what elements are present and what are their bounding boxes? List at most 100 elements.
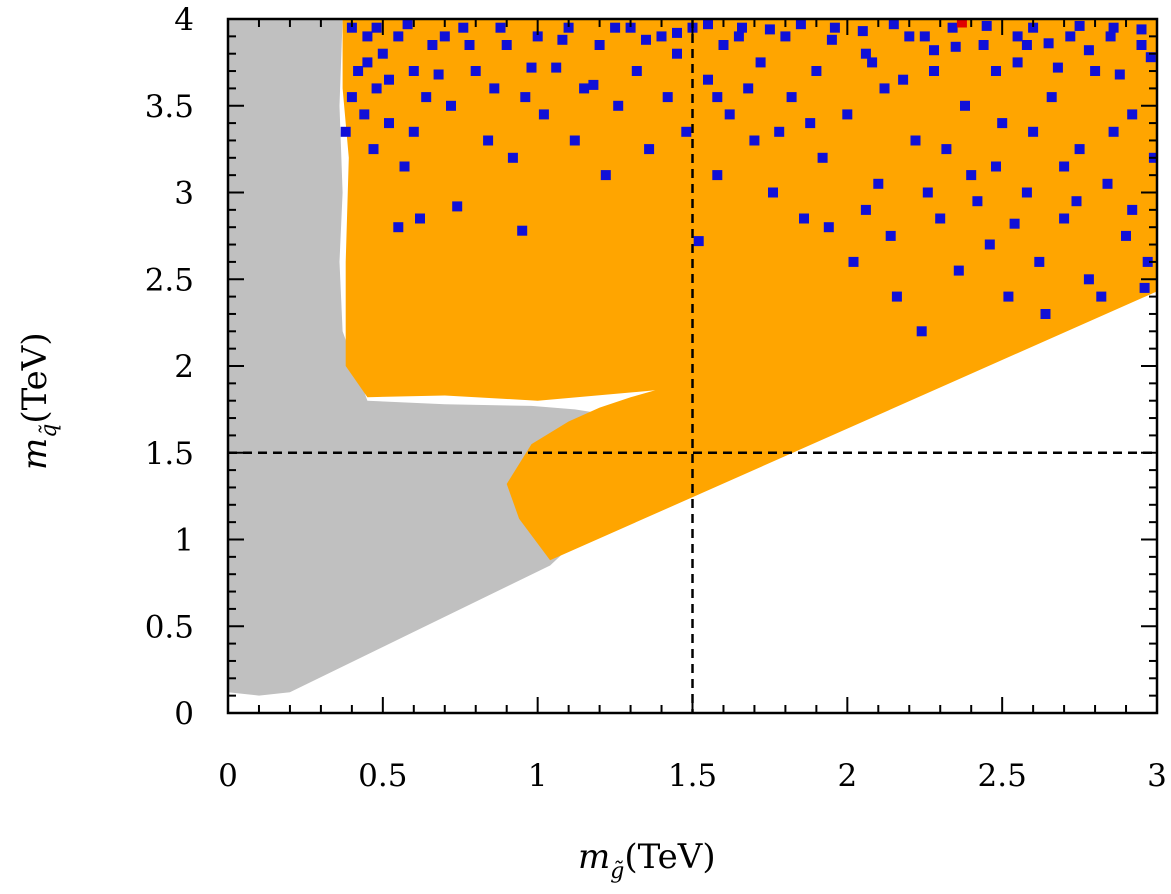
blue-point: [1074, 144, 1085, 155]
blue-point: [517, 225, 528, 236]
x-tick-label: 2.5: [978, 758, 1027, 794]
blue-point: [919, 31, 930, 42]
blue-point: [991, 161, 1001, 172]
y-axis-label: mq̃(TeV): [15, 332, 62, 470]
blue-point: [569, 135, 580, 146]
scatter-points: [340, 19, 1157, 337]
x-tick-label: 0.5: [358, 758, 407, 794]
axis-ticks: [227, 18, 1158, 714]
blue-point: [978, 40, 989, 50]
blue-point: [470, 66, 481, 76]
blue-point: [950, 41, 961, 52]
blue-point: [743, 83, 754, 94]
blue-point: [1105, 31, 1116, 42]
blue-point: [1065, 31, 1076, 42]
blue-point: [712, 170, 723, 181]
blue-point: [1021, 40, 1032, 50]
blue-point: [780, 31, 791, 42]
blue-point: [507, 152, 518, 163]
blue-point: [879, 83, 890, 94]
blue-point: [935, 213, 946, 224]
blue-point: [960, 100, 970, 111]
blue-point: [1028, 22, 1039, 33]
blue-point: [520, 92, 531, 103]
blue-point: [439, 31, 450, 42]
blue-point: [1012, 31, 1023, 42]
blue-point: [1074, 20, 1085, 31]
blue-point: [557, 34, 568, 45]
blue-point: [1096, 291, 1107, 302]
blue-point: [353, 66, 364, 76]
blue-point: [464, 40, 475, 50]
blue-point: [458, 22, 469, 33]
blue-point: [672, 48, 682, 59]
blue-point: [842, 109, 853, 120]
blue-point: [1114, 69, 1125, 80]
blue-point: [786, 92, 797, 103]
blue-point: [867, 57, 878, 68]
y-tick-label: 3: [174, 176, 194, 212]
blue-point: [613, 100, 624, 111]
blue-point: [860, 48, 871, 59]
blue-point: [885, 230, 896, 241]
y-tick-label: 2: [174, 349, 194, 385]
blue-point: [910, 135, 921, 146]
blue-point: [857, 26, 868, 37]
blue-point: [693, 236, 704, 247]
blue-point: [984, 239, 995, 250]
y-tick-label: 1.5: [145, 436, 194, 472]
blue-point: [427, 40, 438, 50]
blue-point: [1046, 92, 1057, 103]
blue-point: [1136, 24, 1147, 35]
blue-point: [340, 126, 351, 137]
blue-point: [610, 22, 621, 33]
blue-point: [1108, 126, 1119, 137]
blue-point: [579, 83, 590, 94]
blue-point: [1108, 22, 1119, 33]
blue-point: [532, 31, 543, 42]
blue-point: [452, 201, 463, 212]
blue-point: [1059, 213, 1070, 224]
blue-point: [768, 187, 778, 198]
blue-point: [966, 170, 977, 181]
blue-point: [916, 326, 927, 337]
blue-point: [371, 83, 382, 94]
blue-point: [346, 92, 357, 103]
y-tick-label: 1: [174, 523, 194, 559]
blue-point: [408, 126, 419, 137]
blue-point: [1090, 66, 1101, 76]
blue-point: [981, 20, 992, 31]
blue-point: [415, 213, 425, 224]
blue-point: [805, 118, 816, 129]
x-tick-label: 1: [528, 758, 548, 794]
blue-point: [1102, 178, 1113, 189]
blue-point: [399, 161, 410, 172]
blue-point: [953, 265, 964, 276]
blue-point: [672, 27, 682, 38]
blue-point: [384, 74, 394, 85]
blue-point: [1083, 45, 1094, 56]
blue-point: [922, 187, 933, 198]
blue-point: [489, 83, 500, 94]
blue-point: [600, 170, 611, 181]
blue-point: [947, 22, 958, 33]
blue-point: [703, 74, 713, 85]
blue-point: [662, 92, 673, 103]
blue-point: [997, 118, 1008, 129]
blue-point: [1059, 161, 1070, 172]
blue-point: [644, 144, 655, 155]
blue-point: [703, 19, 713, 30]
blue-point: [402, 19, 413, 30]
blue-point: [631, 66, 642, 76]
blue-point: [972, 196, 983, 207]
x-axis-label: mg̃(TeV): [578, 837, 716, 884]
blue-point: [1040, 309, 1051, 319]
y-tick-label: 3.5: [145, 89, 194, 125]
blue-point: [588, 79, 599, 90]
blue-point: [724, 109, 735, 120]
blue-point: [764, 24, 775, 35]
blue-point: [563, 22, 574, 33]
blue-point: [421, 92, 432, 103]
blue-point: [393, 222, 404, 233]
